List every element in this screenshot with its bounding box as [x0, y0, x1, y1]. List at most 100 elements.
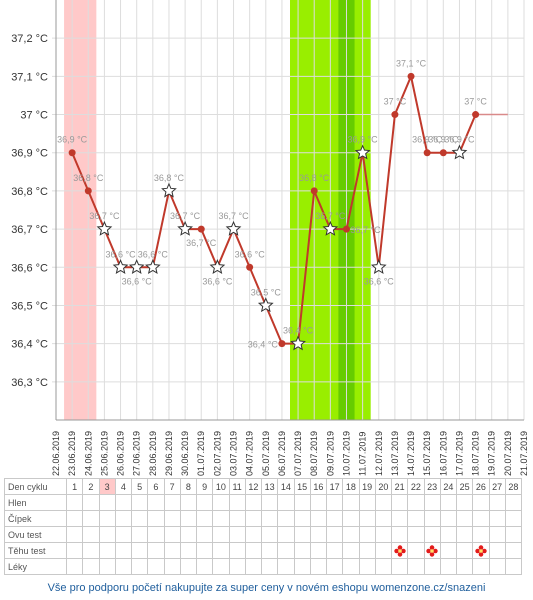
- cycle-cell[interactable]: [325, 558, 344, 575]
- cycle-cell[interactable]: [212, 558, 230, 575]
- cycle-cell[interactable]: [98, 494, 116, 511]
- cycle-cell[interactable]: [163, 558, 181, 575]
- cycle-cell[interactable]: [488, 494, 506, 511]
- cycle-cell[interactable]: [293, 558, 311, 575]
- cycle-cell[interactable]: [114, 510, 133, 527]
- cycle-cell[interactable]: [82, 542, 100, 559]
- cycle-cell[interactable]: [504, 510, 523, 527]
- cycle-cell[interactable]: [455, 558, 474, 575]
- cycle-cell[interactable]: [195, 510, 214, 527]
- cycle-cell[interactable]: [98, 510, 116, 527]
- cycle-cell[interactable]: [130, 542, 149, 559]
- cycle-cell[interactable]: [423, 510, 441, 527]
- cycle-cell[interactable]: [195, 542, 214, 559]
- cycle-cell[interactable]: [407, 494, 425, 511]
- cycle-cell[interactable]: [277, 526, 295, 543]
- cycle-cell[interactable]: [390, 526, 409, 543]
- cycle-cell[interactable]: [325, 542, 344, 559]
- cycle-cell[interactable]: [309, 526, 328, 543]
- cycle-cell[interactable]: [358, 526, 376, 543]
- cycle-cell[interactable]: [407, 510, 425, 527]
- cycle-cell[interactable]: [130, 526, 149, 543]
- cycle-cell[interactable]: [504, 542, 523, 559]
- cycle-cell[interactable]: [244, 526, 263, 543]
- cycle-cell[interactable]: [147, 526, 165, 543]
- cycle-cell[interactable]: [488, 526, 506, 543]
- cycle-cell[interactable]: [65, 558, 84, 575]
- cycle-cell[interactable]: [439, 542, 458, 559]
- cycle-cell[interactable]: [244, 494, 263, 511]
- cycle-cell[interactable]: [163, 494, 181, 511]
- cycle-cell[interactable]: [260, 558, 279, 575]
- cycle-cell[interactable]: [147, 494, 165, 511]
- cycle-cell[interactable]: [390, 494, 409, 511]
- cycle-cell[interactable]: [228, 494, 246, 511]
- cycle-cell[interactable]: [65, 510, 84, 527]
- cycle-cell[interactable]: [65, 494, 84, 511]
- cycle-cell[interactable]: [309, 494, 328, 511]
- cycle-cell[interactable]: [439, 558, 458, 575]
- cycle-cell[interactable]: [407, 558, 425, 575]
- cycle-cell[interactable]: [147, 510, 165, 527]
- cycle-cell[interactable]: [342, 494, 360, 511]
- cycle-cell[interactable]: [325, 526, 344, 543]
- cycle-cell[interactable]: [277, 558, 295, 575]
- cycle-cell[interactable]: [163, 526, 181, 543]
- cycle-cell[interactable]: [455, 542, 474, 559]
- cycle-cell[interactable]: [407, 526, 425, 543]
- cycle-cell[interactable]: [195, 558, 214, 575]
- cycle-cell[interactable]: [212, 526, 230, 543]
- cycle-cell[interactable]: [179, 542, 198, 559]
- cycle-cell[interactable]: [374, 526, 393, 543]
- cycle-cell[interactable]: [277, 510, 295, 527]
- cycle-cell[interactable]: [455, 494, 474, 511]
- cycle-cell[interactable]: [244, 510, 263, 527]
- cycle-cell[interactable]: [390, 542, 409, 559]
- cycle-cell[interactable]: [358, 542, 376, 559]
- cycle-cell[interactable]: [260, 526, 279, 543]
- cycle-cell[interactable]: [114, 558, 133, 575]
- cycle-cell[interactable]: [472, 526, 490, 543]
- cycle-cell[interactable]: [439, 526, 458, 543]
- cycle-cell[interactable]: [195, 494, 214, 511]
- cycle-cell[interactable]: [130, 510, 149, 527]
- cycle-cell[interactable]: [163, 542, 181, 559]
- cycle-cell[interactable]: [504, 526, 523, 543]
- cycle-cell[interactable]: [309, 558, 328, 575]
- cycle-cell[interactable]: [179, 494, 198, 511]
- cycle-cell[interactable]: [228, 526, 246, 543]
- cycle-cell[interactable]: [114, 542, 133, 559]
- cycle-cell[interactable]: [228, 542, 246, 559]
- cycle-cell[interactable]: [82, 526, 100, 543]
- cycle-cell[interactable]: [325, 510, 344, 527]
- cycle-cell[interactable]: [358, 558, 376, 575]
- cycle-cell[interactable]: [472, 494, 490, 511]
- cycle-cell[interactable]: [130, 558, 149, 575]
- cycle-cell[interactable]: [147, 558, 165, 575]
- cycle-cell[interactable]: [342, 526, 360, 543]
- cycle-cell[interactable]: [65, 526, 84, 543]
- cycle-cell[interactable]: [179, 558, 198, 575]
- cycle-cell[interactable]: [82, 510, 100, 527]
- cycle-cell[interactable]: [244, 542, 263, 559]
- cycle-cell[interactable]: [98, 542, 116, 559]
- cycle-cell[interactable]: [374, 542, 393, 559]
- cycle-cell[interactable]: [423, 558, 441, 575]
- cycle-cell[interactable]: [309, 542, 328, 559]
- cycle-cell[interactable]: [277, 494, 295, 511]
- cycle-cell[interactable]: [179, 510, 198, 527]
- cycle-cell[interactable]: [390, 510, 409, 527]
- cycle-cell[interactable]: [488, 510, 506, 527]
- cycle-cell[interactable]: [228, 558, 246, 575]
- cycle-cell[interactable]: [407, 542, 425, 559]
- cycle-cell[interactable]: [212, 542, 230, 559]
- footer-link[interactable]: Vše pro podporu početí nakupujte za supe…: [47, 582, 486, 594]
- cycle-cell[interactable]: [195, 526, 214, 543]
- cycle-cell[interactable]: [98, 558, 116, 575]
- cycle-cell[interactable]: [277, 542, 295, 559]
- cycle-cell[interactable]: [423, 494, 441, 511]
- cycle-cell[interactable]: [114, 526, 133, 543]
- cycle-cell[interactable]: [260, 510, 279, 527]
- cycle-cell[interactable]: [390, 558, 409, 575]
- cycle-cell[interactable]: [472, 558, 490, 575]
